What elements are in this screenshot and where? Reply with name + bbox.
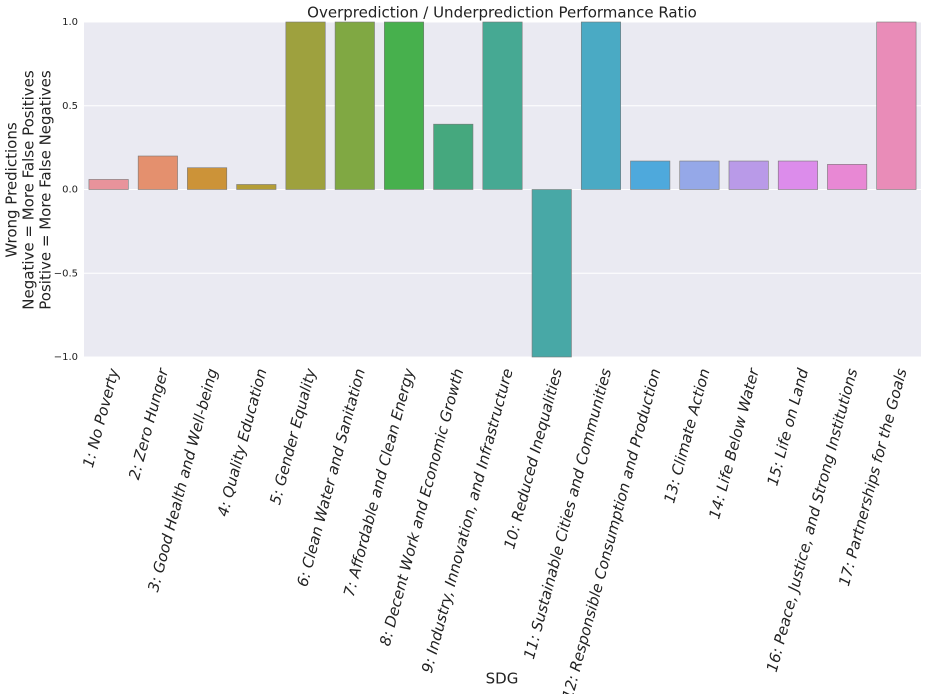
bar <box>679 160 720 190</box>
bar <box>777 160 818 190</box>
bar <box>334 21 375 190</box>
bar <box>88 179 129 190</box>
bar <box>482 21 523 190</box>
x-tick-label: 2: Zero Hunger <box>125 366 172 482</box>
x-tick-label: 9: Industry, Innovation, and Infrastruct… <box>418 367 517 675</box>
bar <box>827 164 868 190</box>
bar <box>630 160 671 190</box>
x-tick-label: 15: Life on Land <box>763 366 812 488</box>
x-tick-label: 14: Life Below Water <box>705 366 763 521</box>
y-axis-label: Wrong Predictions Negative = More False … <box>3 70 55 310</box>
x-tick-label: 11: Sustainable Cities and Communities <box>520 366 615 661</box>
bar <box>137 155 178 190</box>
x-axis-label: SDG <box>486 670 519 688</box>
y-tick-label: −1.0 <box>54 352 78 363</box>
bar <box>728 160 769 190</box>
y-axis-label-line: Negative = More False Positives <box>20 70 38 310</box>
y-axis-label-line: Positive = More False Negatives <box>37 70 55 310</box>
bar <box>433 123 474 190</box>
y-tick-label: 1.0 <box>62 17 78 28</box>
bar <box>876 21 917 190</box>
bar <box>236 184 277 190</box>
y-axis-label-line: Wrong Predictions <box>3 122 21 257</box>
bar <box>580 21 621 190</box>
x-tick-label: 16: Peace, Justice, and Strong Instituti… <box>763 366 862 674</box>
x-tick-label: 1: No Poverty <box>79 365 123 469</box>
x-tick-label: 4: Quality Education <box>214 367 271 519</box>
x-tick-label: 13: Climate Action <box>660 367 713 506</box>
bar <box>384 21 425 190</box>
bar <box>187 167 228 190</box>
bar <box>285 21 326 190</box>
x-tick-label: 12: Responsible Consumption and Producti… <box>559 367 665 694</box>
x-tick-label: 5: Gender Equality <box>266 365 320 506</box>
chart-title: Overprediction / Underprediction Perform… <box>307 4 697 22</box>
y-tick-label: −0.5 <box>54 268 78 279</box>
y-tick-label: 0.5 <box>62 101 78 112</box>
y-tick-label: 0.0 <box>62 185 78 196</box>
bar <box>531 189 572 358</box>
